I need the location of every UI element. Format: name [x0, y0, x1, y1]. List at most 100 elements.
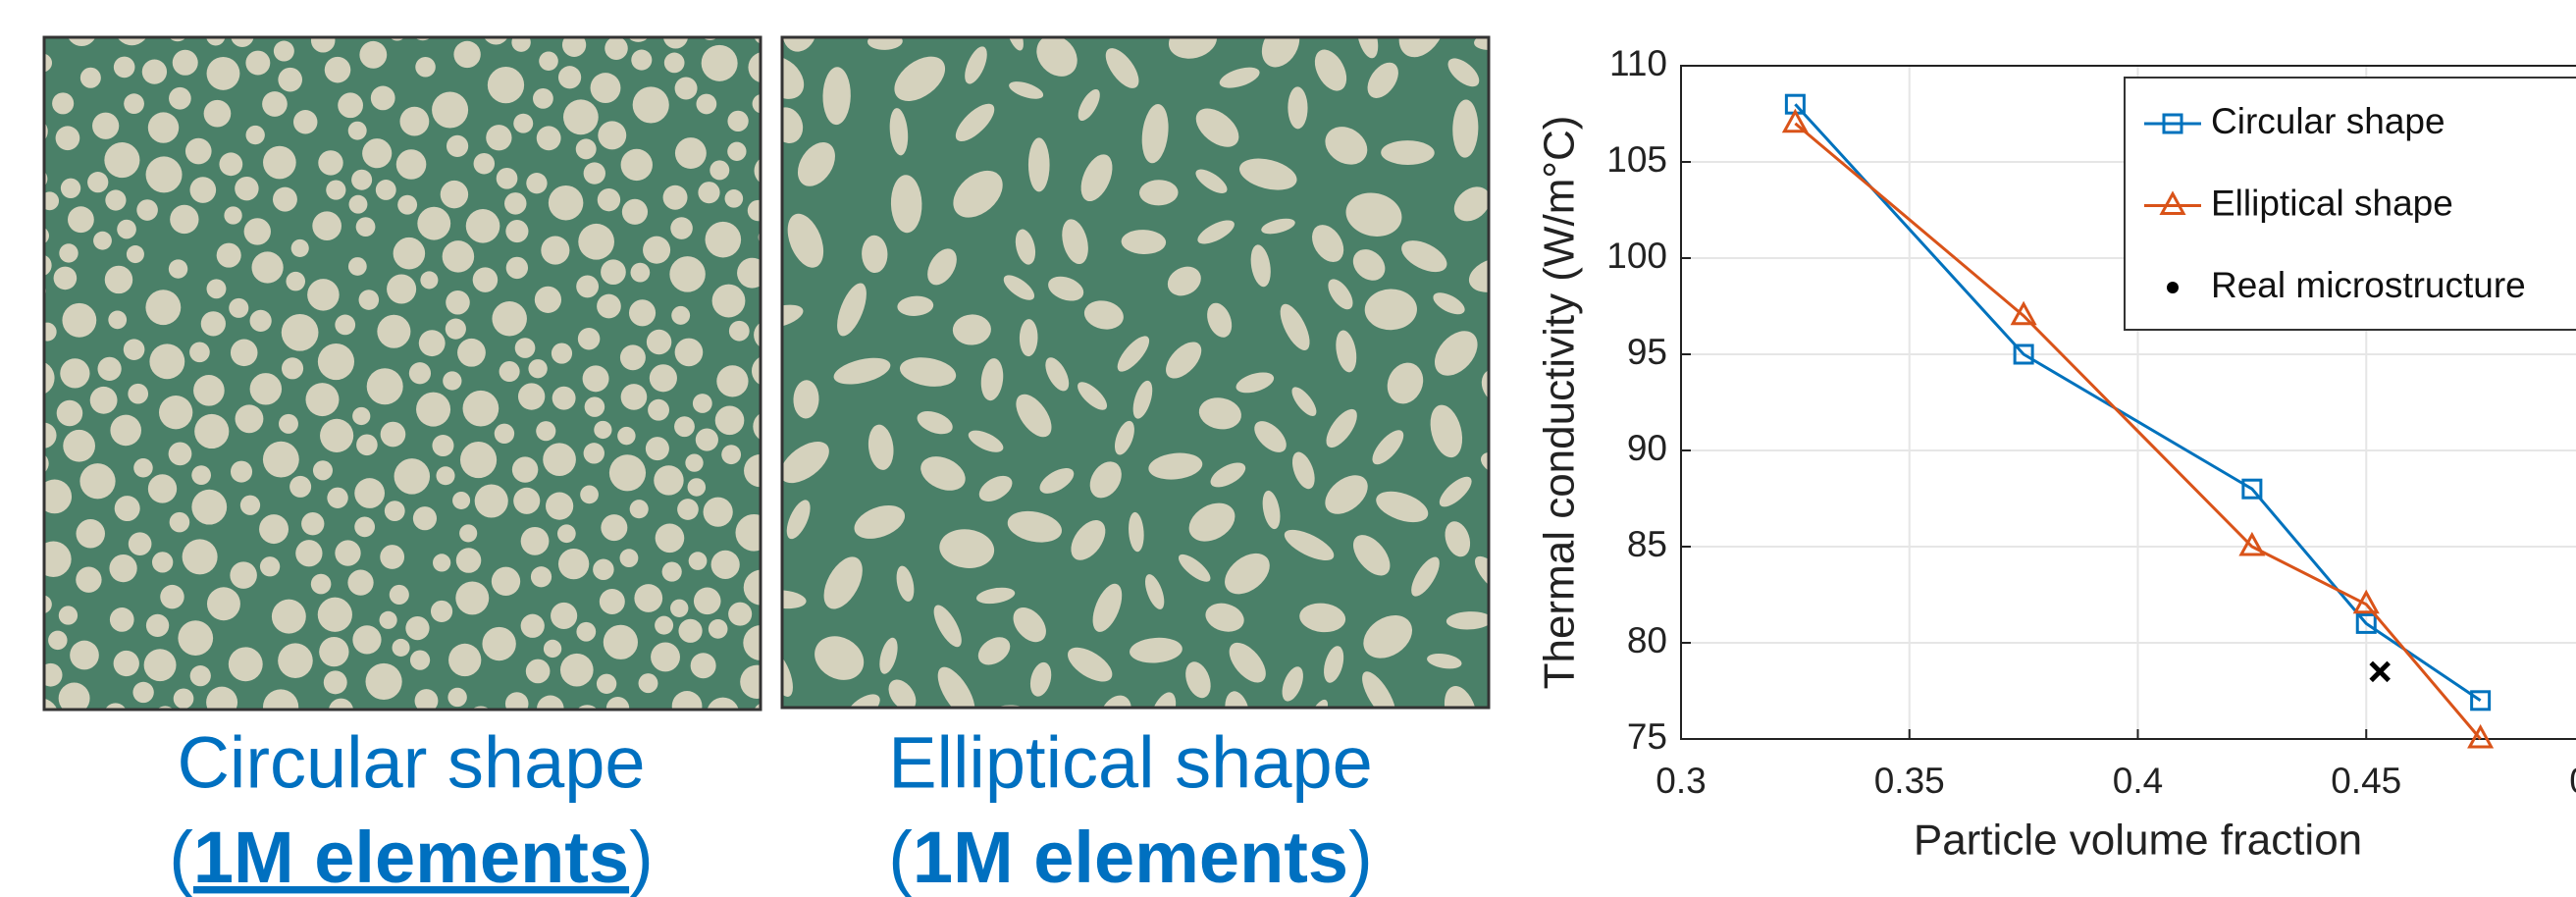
particle — [76, 519, 104, 548]
particle — [576, 276, 599, 298]
caption: Elliptical shape — [888, 722, 1373, 804]
particle — [201, 311, 226, 336]
particle — [189, 343, 210, 363]
particle — [598, 188, 620, 211]
particle — [183, 539, 218, 574]
particle — [87, 172, 108, 192]
particle — [57, 400, 83, 427]
particle — [486, 125, 511, 150]
particle — [92, 113, 119, 139]
caption-elements: (1M elements) — [888, 817, 1373, 897]
particle — [506, 257, 528, 279]
particle — [620, 344, 646, 370]
particle — [160, 585, 184, 608]
particle — [124, 339, 145, 360]
particle — [170, 205, 198, 234]
particle — [190, 665, 211, 686]
particle — [578, 328, 600, 349]
particle — [505, 692, 529, 715]
particle — [725, 189, 744, 208]
particle — [263, 442, 299, 478]
particle — [109, 554, 136, 582]
particle — [583, 365, 609, 392]
particle — [443, 371, 461, 390]
particle — [393, 639, 410, 657]
particle — [495, 424, 514, 444]
particle — [108, 310, 127, 329]
particle — [335, 315, 355, 336]
particle — [231, 340, 258, 367]
particle — [463, 391, 499, 427]
legend-label: Real microstructure — [2211, 265, 2526, 305]
particle — [416, 393, 450, 427]
particle — [466, 209, 500, 243]
particle — [752, 355, 783, 387]
particle — [539, 51, 558, 71]
y-tick-label: 85 — [1627, 524, 1667, 564]
particle — [535, 287, 561, 313]
particle — [56, 126, 80, 150]
particle — [504, 192, 527, 215]
particle — [413, 506, 437, 530]
particle — [712, 285, 746, 318]
particle — [558, 66, 581, 88]
paren: ) — [629, 817, 654, 897]
particle — [593, 559, 613, 580]
particle — [707, 698, 739, 730]
particle — [132, 682, 153, 703]
x-tick-label: 0.35 — [1874, 761, 1945, 801]
y-tick-label: 95 — [1627, 332, 1667, 372]
particle — [279, 414, 298, 434]
legend-label: Circular shape — [2211, 101, 2445, 141]
particle — [546, 492, 573, 519]
particle — [348, 257, 367, 276]
particle — [475, 484, 508, 517]
particle — [531, 566, 552, 587]
particle — [325, 57, 351, 83]
caption: Circular shape — [177, 722, 645, 804]
particle — [397, 195, 417, 215]
particle — [455, 581, 489, 614]
particle — [338, 92, 363, 118]
particle — [301, 512, 324, 535]
particle — [115, 496, 140, 521]
particle — [704, 498, 733, 527]
particle — [114, 57, 135, 79]
particle — [576, 622, 596, 642]
particle — [1028, 137, 1050, 191]
particle — [647, 330, 671, 354]
particle — [457, 339, 486, 367]
particle — [696, 429, 718, 451]
particle — [654, 465, 683, 495]
particle — [244, 218, 271, 244]
y-tick-label: 105 — [1606, 139, 1667, 180]
particle — [630, 263, 650, 283]
particle — [148, 474, 177, 502]
particle — [536, 421, 555, 441]
legend-marker — [2167, 282, 2179, 293]
particle — [230, 561, 257, 589]
particle — [521, 614, 545, 638]
particle — [609, 454, 646, 491]
particle — [622, 199, 648, 225]
particle — [420, 271, 438, 289]
particle — [146, 156, 183, 192]
particle — [80, 68, 101, 88]
particle — [446, 290, 470, 315]
particle — [185, 138, 212, 165]
particle — [693, 394, 712, 413]
particle — [26, 625, 44, 644]
particle — [688, 478, 707, 497]
particle — [605, 36, 628, 60]
particle — [513, 488, 540, 514]
particle — [262, 91, 288, 117]
particle — [381, 422, 406, 448]
particle — [128, 384, 148, 404]
particle — [149, 343, 184, 379]
particle — [601, 514, 627, 541]
particle — [621, 149, 653, 181]
particle — [371, 86, 395, 111]
particle — [191, 490, 227, 525]
particle — [584, 162, 605, 184]
particle — [362, 138, 392, 168]
